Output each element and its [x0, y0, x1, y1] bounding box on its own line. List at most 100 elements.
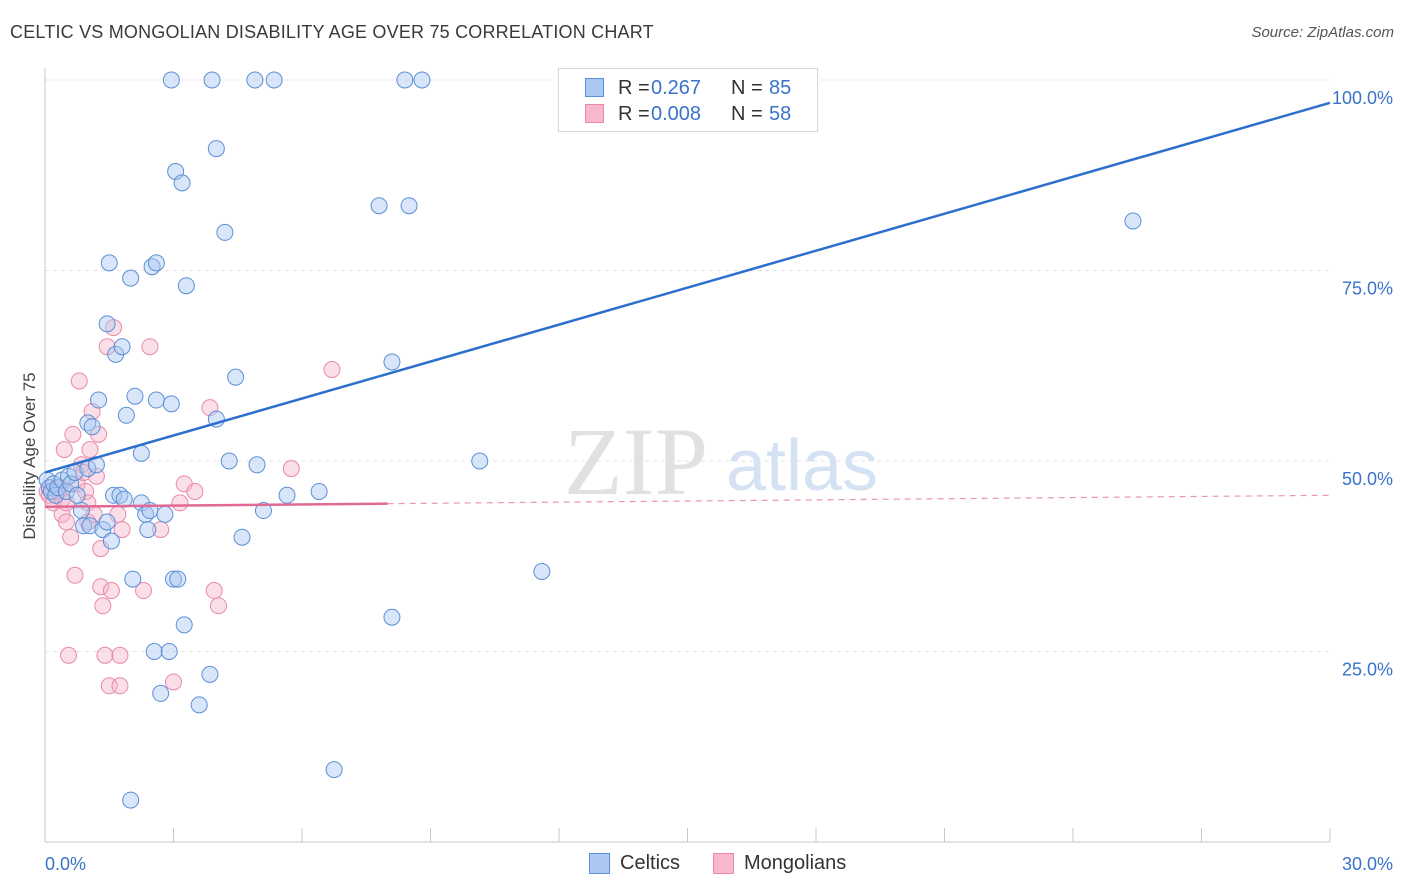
mongolian-trend-line-solid: [44, 502, 388, 508]
celtic-legend-label: Celtics: [620, 852, 681, 874]
celtic-point-28: [113, 338, 131, 356]
mongolian-point-48: [205, 582, 223, 600]
celtic-point-74: [396, 71, 414, 89]
chart-title: CELTIC VS MONGOLIAN DISABILITY AGE OVER …: [10, 22, 654, 42]
celtic-swatch: [585, 78, 604, 97]
celtic-n-label: N =: [731, 77, 763, 99]
mongolian-point-31: [96, 646, 114, 664]
mongolian-legend-label: Mongolians: [744, 852, 847, 874]
celtic-point-45: [156, 505, 174, 523]
celtic-point-52: [173, 174, 191, 192]
celtic-point-77: [471, 452, 489, 470]
mongolian-point-15: [66, 566, 84, 584]
celtic-point-70: [325, 761, 343, 779]
mongolian-legend-swatch: [713, 853, 734, 874]
celtic-point-73: [383, 608, 401, 626]
celtic-point-31: [122, 791, 140, 809]
mongolian-point-46: [186, 482, 204, 500]
x-tick-label-min: 0.0%: [45, 854, 86, 874]
tick-labels: 25.0% 50.0% 75.0% 100.0% 0.0% 30.0%: [45, 88, 1393, 874]
celtic-point-34: [126, 387, 144, 405]
celtic-point-47: [162, 395, 180, 413]
mongolian-point-43: [165, 673, 182, 691]
celtic-point-12: [72, 502, 90, 520]
celtic-point-44: [152, 684, 170, 702]
mongolian-point-40: [135, 582, 153, 600]
mongolian-point-11: [57, 513, 75, 531]
celtic-point-61: [220, 452, 238, 470]
celtic-point-24: [102, 532, 120, 550]
mongolian-point-34: [102, 582, 120, 600]
mongolian-point-28: [92, 578, 110, 596]
celtic-point-22: [98, 513, 116, 531]
stats-legend: R = 0.267 N = 85 R = 0.008 N = 58: [558, 68, 818, 132]
celtic-point-19: [90, 391, 108, 409]
mongolian-point-51: [323, 361, 341, 379]
y-tick-label-75: 75.0%: [1342, 279, 1393, 299]
celtic-point-23: [100, 254, 118, 272]
celtic-point-33: [124, 570, 142, 588]
celtic-point-49: [165, 570, 182, 588]
y-tick-label-100: 100.0%: [1332, 88, 1393, 108]
celtic-point-66: [254, 502, 272, 520]
celtic-n-value: 85: [769, 77, 792, 99]
mongolian-point-17: [70, 372, 88, 390]
mongolian-r-value: 0.008: [651, 103, 702, 125]
celtic-point-41: [145, 643, 163, 660]
celtic-point-76: [413, 71, 431, 89]
watermark-atlas: atlas: [726, 426, 878, 506]
celtic-point-25: [105, 486, 123, 504]
celtic-point-16: [81, 517, 99, 535]
celtic-point-32: [122, 269, 140, 287]
celtic-points: [38, 71, 1142, 809]
mongolian-point-41: [141, 338, 159, 356]
celtic-point-35: [132, 444, 150, 462]
mongolian-point-14: [64, 425, 82, 443]
mongolian-point-38: [111, 646, 129, 664]
x-tick-label-max: 30.0%: [1342, 854, 1393, 874]
mongolian-point-9: [55, 441, 73, 459]
mongolian-point-12: [60, 646, 78, 664]
celtic-point-11: [68, 486, 86, 504]
celtic-point-29: [115, 490, 133, 508]
celtic-point-65: [248, 456, 266, 474]
mongolian-n-label: N =: [731, 103, 763, 125]
celtic-point-17: [83, 418, 101, 436]
celtic-point-64: [246, 71, 264, 89]
celtic-point-56: [201, 665, 219, 683]
celtic-point-60: [216, 223, 234, 241]
celtic-r-value: 0.267: [651, 77, 702, 99]
mongolian-point-37: [111, 677, 129, 695]
celtic-point-38: [139, 521, 157, 539]
celtic-point-53: [175, 616, 193, 634]
mongolian-trend-line-dashed: [387, 494, 1331, 505]
celtic-point-78: [533, 562, 551, 580]
celtic-point-42: [147, 254, 165, 272]
celtic-point-75: [400, 197, 418, 215]
y-tick-label-25: 25.0%: [1342, 660, 1393, 680]
y-axis-label: Disability Age Over 75: [20, 372, 39, 539]
celtic-point-69: [310, 482, 328, 500]
mongolian-point-13: [62, 528, 80, 546]
source-label: Source: ZipAtlas.com: [1251, 24, 1394, 41]
celtic-point-21: [98, 315, 116, 333]
celtic-r-label: R =: [618, 77, 650, 99]
mongolian-point-44: [171, 494, 189, 512]
celtic-point-48: [162, 71, 180, 89]
celtic-point-51: [169, 570, 187, 588]
celtic-point-57: [203, 71, 221, 89]
grid-lines: [45, 79, 1330, 652]
celtic-point-62: [227, 368, 245, 386]
celtic-point-46: [160, 643, 178, 660]
mongolian-point-30: [94, 597, 112, 615]
celtic-point-13: [75, 517, 93, 535]
celtic-legend-swatch: [589, 853, 610, 874]
celtic-point-43: [147, 391, 165, 409]
celtic-point-71: [370, 197, 388, 215]
watermark-zip: ZIP: [564, 408, 708, 515]
mongolian-swatch: [585, 104, 604, 123]
celtic-point-58: [207, 140, 225, 158]
y-tick-label-50: 50.0%: [1342, 469, 1393, 489]
mongolian-point-39: [113, 521, 131, 539]
